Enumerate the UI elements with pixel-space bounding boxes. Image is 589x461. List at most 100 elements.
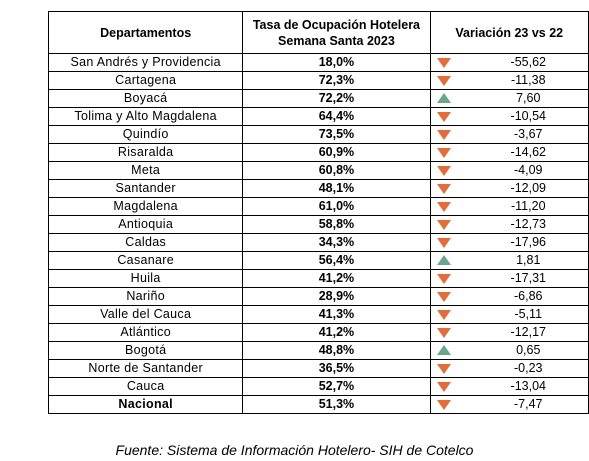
variation-cell: -17,96 — [429, 233, 589, 252]
occupancy-rate: 73,5% — [242, 125, 431, 144]
occupancy-rate: 64,4% — [242, 107, 431, 126]
total-row: Nacional 51,3% -7,47 — [47, 395, 589, 414]
down-triangle-icon — [436, 310, 451, 320]
occupancy-rate: 72,3% — [242, 71, 431, 90]
table-row: Tolima y Alto Magdalena 64,4% -10,54 — [47, 107, 589, 126]
down-triangle-icon — [436, 148, 451, 158]
occupancy-rate: 41,3% — [242, 305, 431, 324]
department-name: Cartagena — [47, 71, 244, 90]
variation-cell: 7,60 — [429, 89, 589, 108]
source-note: Fuente: Sistema de Información Hotelero-… — [115, 442, 474, 458]
variation-value: -12,09 — [510, 181, 546, 195]
variation-cell: -3,67 — [429, 125, 589, 144]
header-occupancy-line1: Tasa de Ocupación Hotelera — [252, 17, 421, 32]
occupancy-rate: 61,0% — [242, 197, 431, 216]
variation-cell: -7,47 — [429, 395, 589, 414]
occupancy-rate: 48,1% — [242, 179, 431, 198]
table-row: Cartagena 72,3% -11,38 — [47, 71, 589, 90]
variation-value: 7,60 — [516, 91, 541, 105]
department-name: San Andrés y Providencia — [47, 53, 244, 72]
table-row: Antioquia 58,8% -12,73 — [47, 215, 589, 234]
table-row: Atlántico 41,2% -12,17 — [47, 323, 589, 342]
down-triangle-icon — [436, 202, 451, 212]
table-row: Bogotá 48,8% 0,65 — [47, 341, 589, 360]
department-name: Atlántico — [47, 323, 244, 342]
table-row: Meta 60,8% -4,09 — [47, 161, 589, 180]
header-occupancy-rate: Tasa de Ocupación Hotelera Semana Santa … — [242, 11, 431, 54]
down-triangle-icon — [436, 328, 451, 338]
variation-cell: -13,04 — [429, 377, 589, 396]
occupancy-rate: 41,2% — [242, 323, 431, 342]
variation-value: -0,23 — [514, 361, 543, 375]
variation-cell: -6,86 — [429, 287, 589, 306]
table-row: Cauca 52,7% -13,04 — [47, 377, 589, 396]
department-name: Meta — [47, 161, 244, 180]
variation-cell: -5,11 — [429, 305, 589, 324]
down-triangle-icon — [436, 382, 451, 392]
down-triangle-icon — [436, 220, 451, 230]
variation-value: -12,17 — [510, 325, 546, 339]
variation-cell: -55,62 — [429, 53, 589, 72]
down-triangle-icon — [436, 76, 451, 86]
occupancy-rate: 56,4% — [242, 251, 431, 270]
down-triangle-icon — [436, 400, 451, 410]
department-name: Norte de Santander — [47, 359, 244, 378]
department-name: Quindío — [47, 125, 244, 144]
header-variation: Variación 23 vs 22 — [429, 11, 589, 54]
down-triangle-icon — [436, 58, 451, 68]
department-name: Tolima y Alto Magdalena — [47, 107, 244, 126]
variation-value: 0,65 — [516, 343, 541, 357]
occupancy-rate: 41,2% — [242, 269, 431, 288]
down-triangle-icon — [436, 292, 451, 302]
department-name: Boyacá — [47, 89, 244, 108]
department-name: Bogotá — [47, 341, 244, 360]
down-triangle-icon — [436, 112, 451, 122]
occupancy-rate: 28,9% — [242, 287, 431, 306]
variation-value: -11,38 — [511, 73, 546, 87]
occupancy-table: Departamentos Tasa de Ocupación Hotelera… — [47, 11, 589, 414]
department-name: Nacional — [47, 395, 244, 414]
variation-cell: 1,81 — [429, 251, 589, 270]
variation-cell: -12,09 — [429, 179, 589, 198]
variation-value: -10,54 — [510, 109, 546, 123]
variation-cell: -11,38 — [429, 71, 589, 90]
variation-cell: -17,31 — [429, 269, 589, 288]
variation-cell: -12,73 — [429, 215, 589, 234]
table-row: Nariño 28,9% -6,86 — [47, 287, 589, 306]
variation-cell: -12,17 — [429, 323, 589, 342]
down-triangle-icon — [436, 274, 451, 284]
department-name: Antioquia — [47, 215, 244, 234]
occupancy-rate: 36,5% — [242, 359, 431, 378]
table-row: San Andrés y Providencia 18,0% -55,62 — [47, 53, 589, 72]
variation-cell: -0,23 — [429, 359, 589, 378]
table-row: Huila 41,2% -17,31 — [47, 269, 589, 288]
department-name: Caldas — [47, 233, 244, 252]
variation-value: -12,73 — [510, 217, 546, 231]
variation-value: -4,09 — [514, 163, 543, 177]
occupancy-rate: 60,9% — [242, 143, 431, 162]
variation-value: 1,81 — [516, 253, 541, 267]
variation-value: -3,67 — [514, 127, 543, 141]
table-row: Santander 48,1% -12,09 — [47, 179, 589, 198]
variation-value: -17,96 — [510, 235, 546, 249]
variation-cell: -4,09 — [429, 161, 589, 180]
down-triangle-icon — [436, 166, 451, 176]
table-row: Caldas 34,3% -17,96 — [47, 233, 589, 252]
table-row: Casanare 56,4% 1,81 — [47, 251, 589, 270]
table-row: Risaralda 60,9% -14,62 — [47, 143, 589, 162]
occupancy-rate: 48,8% — [242, 341, 431, 360]
occupancy-rate: 51,3% — [242, 395, 431, 414]
occupancy-rate: 34,3% — [242, 233, 431, 252]
header-occupancy-line2: Semana Santa 2023 — [278, 33, 395, 48]
variation-value: -5,11 — [514, 307, 543, 321]
department-name: Huila — [47, 269, 244, 288]
variation-cell: 0,65 — [429, 341, 589, 360]
department-name: Santander — [47, 179, 244, 198]
variation-value: -13,04 — [510, 379, 546, 393]
down-triangle-icon — [436, 238, 451, 248]
up-triangle-icon — [436, 255, 451, 265]
down-triangle-icon — [436, 184, 451, 194]
variation-cell: -11,20 — [429, 197, 589, 216]
table-row: Quindío 73,5% -3,67 — [47, 125, 589, 144]
table-body: San Andrés y Providencia 18,0% -55,62 Carta… — [47, 53, 589, 414]
